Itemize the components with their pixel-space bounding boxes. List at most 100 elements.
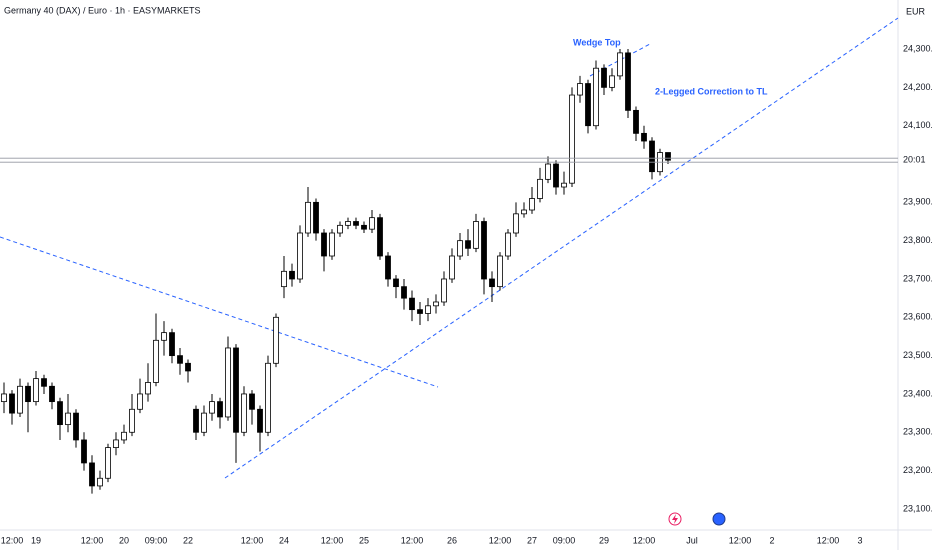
candle-body <box>577 83 583 96</box>
y-tick-label: 23,400.0 <box>903 388 932 398</box>
y-tick-label: 23,600.0 <box>903 312 932 322</box>
candle-body <box>25 385 31 403</box>
candle-body <box>329 232 335 257</box>
candle-body <box>505 232 511 257</box>
y-tick-label: 23,900.0 <box>903 197 932 207</box>
candle-body <box>481 221 487 280</box>
candle-body <box>369 217 375 230</box>
candle-body <box>377 217 383 257</box>
candle-body <box>497 255 503 288</box>
y-tick-label: 24,100.0 <box>903 120 932 130</box>
candle-body <box>449 255 455 280</box>
candle-body <box>425 305 431 314</box>
annotation: 2-Legged Correction to TL <box>655 86 768 96</box>
countdown: 20:01 <box>903 155 926 165</box>
candle-body <box>9 393 15 414</box>
candle-body <box>281 270 287 288</box>
candle-body <box>569 94 575 184</box>
y-tick-label: 23,100.0 <box>903 503 932 513</box>
x-tick-label: 09:00 <box>145 535 168 545</box>
candle-body <box>465 240 471 249</box>
y-tick-label: 23,200.0 <box>903 465 932 475</box>
candle-body <box>265 362 271 433</box>
candle-body <box>57 401 63 426</box>
candle-body <box>201 412 207 433</box>
candle-body <box>73 412 79 441</box>
candle-body <box>193 408 199 433</box>
candle-body <box>649 140 655 173</box>
candle-body <box>185 362 191 372</box>
candle-body <box>161 332 167 341</box>
candle-body <box>177 355 183 364</box>
candle-body <box>409 297 415 311</box>
candle-body <box>513 213 519 234</box>
candle-body <box>489 278 495 288</box>
candle-body <box>521 209 527 215</box>
candle-body <box>41 378 47 387</box>
event-icon[interactable] <box>712 512 726 526</box>
downtrend-line <box>0 236 439 388</box>
x-tick-label: 12:00 <box>81 535 104 545</box>
x-tick-label: Jul <box>686 535 698 545</box>
x-tick-label: 19 <box>31 535 41 545</box>
x-tick-label: 12:00 <box>729 535 752 545</box>
uptrend-line <box>224 17 899 479</box>
candle-body <box>609 75 615 88</box>
candle-body <box>1 393 7 403</box>
candle-body <box>17 385 23 414</box>
candle-body <box>617 52 623 77</box>
candle-body <box>345 221 351 226</box>
candle-body <box>129 408 135 433</box>
candle-body <box>601 67 607 88</box>
candle-body <box>33 378 39 403</box>
candle-body <box>633 109 639 134</box>
x-tick-label: 12:00 <box>241 535 264 545</box>
candle-body <box>105 447 111 479</box>
candle-body <box>89 462 95 487</box>
x-tick-label: 3 <box>857 535 862 545</box>
candle-body <box>529 198 535 211</box>
currency: EUR <box>906 6 926 16</box>
candle-body <box>257 408 263 433</box>
y-tick-label: 23,500.0 <box>903 350 932 360</box>
wedge-line <box>589 43 651 77</box>
candle-body <box>249 393 255 410</box>
candle-body <box>145 382 151 395</box>
candle-body <box>97 477 103 487</box>
candle-body <box>289 270 295 280</box>
candle-body <box>625 52 631 111</box>
candle-body <box>457 240 463 257</box>
y-tick-label: 23,300.0 <box>903 427 932 437</box>
x-tick-label: 20 <box>119 535 129 545</box>
candle-body <box>433 301 439 307</box>
candle-body <box>209 401 215 414</box>
candle-body <box>553 163 559 188</box>
candle-body <box>593 67 599 127</box>
candle-body <box>121 431 127 441</box>
candle-body <box>65 412 71 426</box>
annotation: Wedge Top <box>573 37 621 47</box>
candle-body <box>81 439 87 464</box>
x-tick-label: 09:00 <box>553 535 576 545</box>
candle-body <box>273 316 279 364</box>
candle-body <box>297 232 303 280</box>
candle-body <box>113 439 119 449</box>
candle-body <box>241 393 247 433</box>
candle-body <box>305 201 311 234</box>
candles <box>1 49 671 494</box>
x-tick-label: 29 <box>599 535 609 545</box>
candle-body <box>313 201 319 234</box>
candle-body <box>361 224 367 230</box>
candle-body <box>473 221 479 249</box>
y-tick-label: 24,300.0 <box>903 43 932 53</box>
candle-body <box>169 332 175 357</box>
y-tick-label: 24,200.0 <box>903 82 932 92</box>
candle-body <box>641 132 647 142</box>
price-tag <box>899 153 932 168</box>
candle-body <box>49 385 55 403</box>
x-tick-label: 22 <box>183 535 193 545</box>
candle-body <box>353 221 359 226</box>
